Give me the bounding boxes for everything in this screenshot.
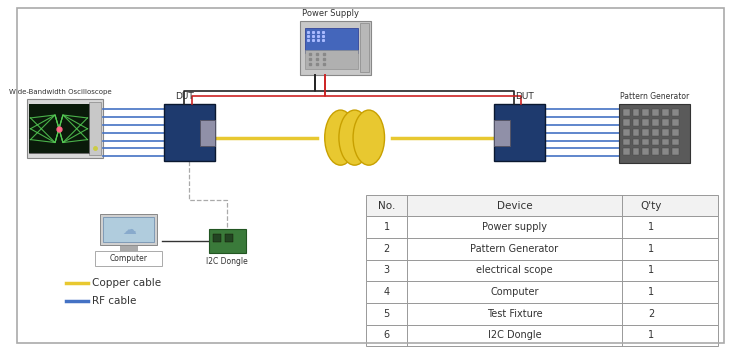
Text: Pattern Generator: Pattern Generator bbox=[470, 244, 558, 254]
Text: Computer: Computer bbox=[110, 254, 148, 263]
Bar bbox=[26, 99, 104, 158]
Bar bbox=[360, 24, 369, 72]
Bar bbox=[623, 129, 630, 135]
Bar bbox=[494, 120, 510, 146]
Ellipse shape bbox=[339, 110, 370, 165]
Bar bbox=[366, 260, 718, 281]
Bar bbox=[642, 148, 650, 155]
Bar bbox=[208, 229, 246, 253]
Bar bbox=[672, 119, 679, 126]
Text: 4: 4 bbox=[383, 287, 390, 297]
Bar bbox=[366, 281, 718, 303]
Bar bbox=[642, 119, 650, 126]
Ellipse shape bbox=[353, 110, 385, 165]
Bar bbox=[642, 139, 650, 146]
Text: electrical scope: electrical scope bbox=[476, 265, 553, 276]
Text: Q'ty: Q'ty bbox=[641, 200, 662, 211]
Bar bbox=[642, 109, 650, 116]
Bar bbox=[672, 139, 679, 146]
Bar bbox=[623, 139, 630, 146]
Text: I2C Dongle: I2C Dongle bbox=[206, 257, 248, 266]
Bar bbox=[672, 109, 679, 116]
Text: DUT: DUT bbox=[515, 92, 534, 101]
Bar bbox=[662, 139, 669, 146]
Bar bbox=[633, 119, 639, 126]
Text: 5: 5 bbox=[383, 309, 390, 319]
Text: 2: 2 bbox=[383, 244, 390, 254]
Bar bbox=[633, 109, 639, 116]
Ellipse shape bbox=[324, 110, 356, 165]
Text: RF cable: RF cable bbox=[93, 296, 137, 306]
Bar bbox=[633, 129, 639, 135]
Text: Test Fixture: Test Fixture bbox=[487, 309, 542, 319]
Bar bbox=[300, 21, 371, 75]
Text: Power supply: Power supply bbox=[482, 222, 547, 232]
Bar bbox=[29, 104, 88, 153]
Bar bbox=[623, 148, 630, 155]
Bar bbox=[366, 238, 718, 260]
Bar bbox=[366, 195, 718, 216]
Text: 2: 2 bbox=[648, 309, 655, 319]
Text: Device: Device bbox=[496, 200, 532, 211]
Bar bbox=[672, 129, 679, 135]
Bar bbox=[662, 129, 669, 135]
Bar bbox=[494, 104, 545, 161]
Bar bbox=[366, 303, 718, 325]
Text: Computer: Computer bbox=[491, 287, 539, 297]
Bar bbox=[225, 234, 233, 242]
Text: Copper cable: Copper cable bbox=[93, 278, 162, 288]
Bar bbox=[29, 104, 88, 153]
Bar bbox=[642, 129, 650, 135]
Text: 1: 1 bbox=[648, 265, 655, 276]
Text: I2C Dongle: I2C Dongle bbox=[488, 330, 542, 340]
Text: 1: 1 bbox=[648, 287, 655, 297]
Bar bbox=[633, 139, 639, 146]
Bar bbox=[662, 109, 669, 116]
Text: 1: 1 bbox=[648, 244, 655, 254]
Bar bbox=[214, 234, 222, 242]
Text: 1: 1 bbox=[383, 222, 390, 232]
Bar bbox=[104, 217, 155, 242]
Bar bbox=[619, 104, 690, 163]
Text: Power Supply: Power Supply bbox=[302, 8, 359, 18]
Bar bbox=[366, 216, 718, 238]
Text: 1: 1 bbox=[648, 222, 655, 232]
Bar bbox=[652, 129, 659, 135]
Bar bbox=[652, 148, 659, 155]
Bar bbox=[652, 109, 659, 116]
Bar bbox=[120, 245, 137, 251]
Bar bbox=[662, 119, 669, 126]
Bar bbox=[200, 120, 216, 146]
Text: 6: 6 bbox=[383, 330, 390, 340]
Text: ☁: ☁ bbox=[122, 223, 136, 237]
Bar bbox=[633, 148, 639, 155]
Text: DUT: DUT bbox=[176, 92, 195, 101]
Bar bbox=[623, 119, 630, 126]
Text: Wide-Bandwidth Oscilloscope: Wide-Bandwidth Oscilloscope bbox=[9, 89, 112, 95]
Bar bbox=[366, 325, 718, 346]
Bar bbox=[672, 148, 679, 155]
Bar bbox=[652, 119, 659, 126]
Bar bbox=[662, 148, 669, 155]
Bar bbox=[652, 139, 659, 146]
Bar bbox=[90, 102, 101, 155]
Text: No.: No. bbox=[378, 200, 395, 211]
Text: 3: 3 bbox=[383, 265, 390, 276]
Bar bbox=[101, 214, 157, 245]
Text: 1: 1 bbox=[648, 330, 655, 340]
Text: Pattern Generator: Pattern Generator bbox=[620, 92, 689, 101]
Bar bbox=[164, 104, 216, 161]
Bar bbox=[305, 50, 358, 69]
Bar bbox=[623, 109, 630, 116]
Bar bbox=[95, 251, 163, 265]
Bar bbox=[305, 28, 358, 53]
